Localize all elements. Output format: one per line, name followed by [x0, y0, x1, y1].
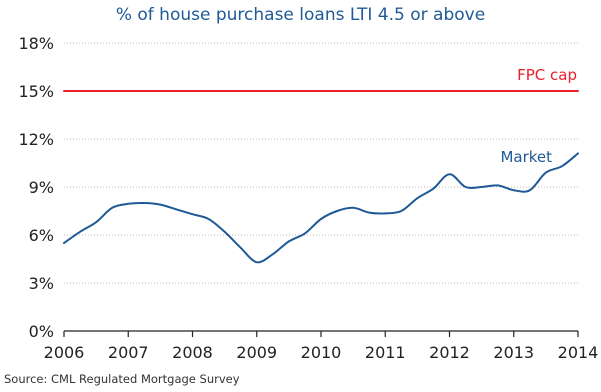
y-tick-label-2: 6%: [29, 226, 54, 245]
y-tick-label-1: 3%: [29, 274, 54, 293]
series-labels: Market FPC cap: [500, 66, 577, 166]
x-tick-label-4: 2010: [301, 343, 342, 362]
x-tick-label-5: 2011: [365, 343, 406, 362]
x-tick-label-2: 2008: [172, 343, 213, 362]
x-tick-label-6: 2012: [429, 343, 470, 362]
chart-title: % of house purchase loans LTI 4.5 or abo…: [115, 5, 486, 25]
y-tick-labels: 0% 3% 6% 9% 12% 15% 18%: [18, 34, 54, 341]
y-tick-label-4: 12%: [18, 130, 54, 149]
x-tick-label-8: 2014: [558, 343, 599, 362]
series-label-market: Market: [500, 148, 552, 166]
y-tick-label-0: 0%: [29, 322, 54, 341]
y-tick-label-5: 15%: [18, 82, 54, 101]
x-tick-label-7: 2013: [493, 343, 534, 362]
series-lines: [63, 90, 579, 264]
x-tick-label-1: 2007: [108, 343, 149, 362]
series-label-fpc-cap: FPC cap: [517, 66, 577, 84]
x-tick-labels: 2006 2007 2008 2009 2010 2011 2012 2013 2014: [44, 343, 599, 362]
y-tick-label-3: 9%: [29, 178, 54, 197]
x-tick-label-3: 2009: [236, 343, 277, 362]
series-line-market: [63, 152, 579, 264]
y-tick-label-6: 18%: [18, 34, 54, 53]
source-note: Source: CML Regulated Mortgage Survey: [4, 372, 240, 386]
x-tick-label-0: 2006: [44, 343, 85, 362]
axes: [63, 330, 579, 337]
